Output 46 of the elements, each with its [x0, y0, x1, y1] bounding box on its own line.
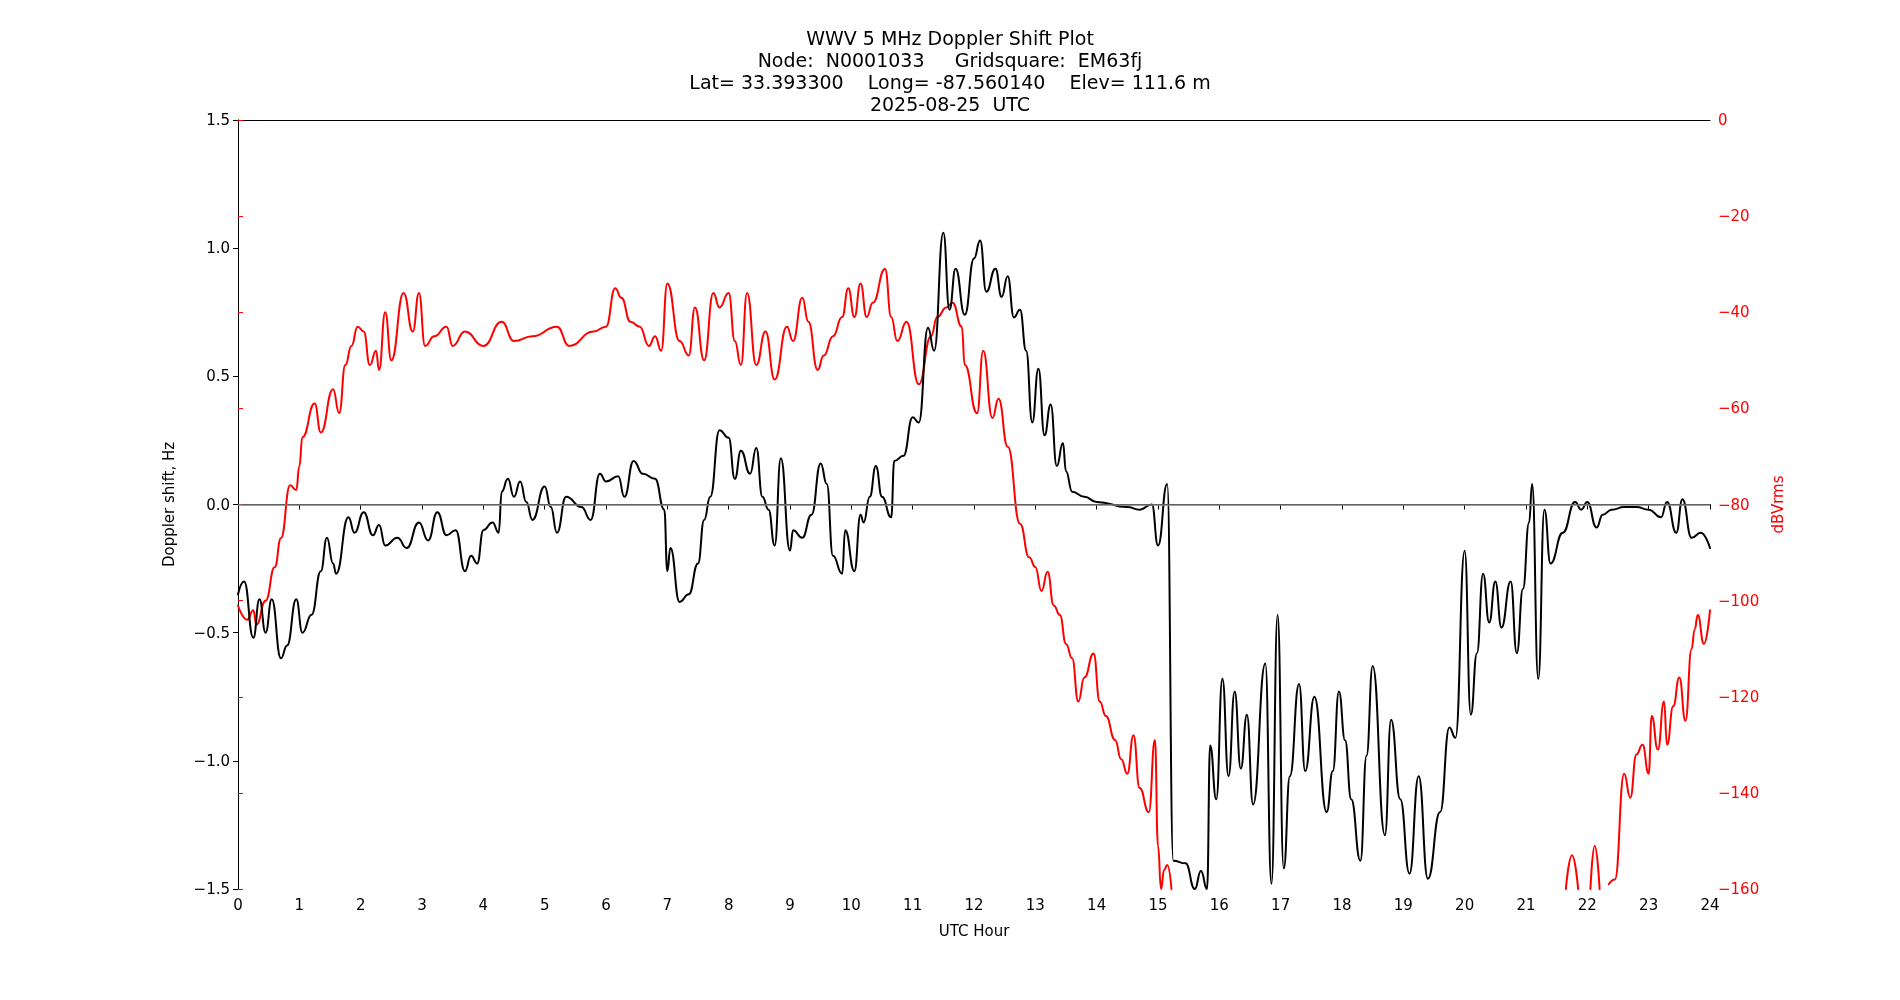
x-axis-title: UTC Hour — [938, 921, 1011, 940]
x-tick-label: 22 — [1577, 895, 1597, 914]
chart-title: WWV 5 MHz Doppler Shift Plot — [806, 27, 1094, 49]
x-tick-label: 9 — [785, 895, 795, 914]
y-tick-label: −1.0 — [193, 751, 230, 770]
y2-axis-title: dBVrms — [1768, 475, 1787, 534]
y-tick-label: 0.0 — [206, 495, 230, 514]
x-tick-label: 12 — [964, 895, 984, 914]
x-tick-label: 15 — [1148, 895, 1168, 914]
x-tick-label: 4 — [478, 895, 489, 914]
y2-tick-label: 0 — [1718, 111, 1728, 129]
x-tick-label: 24 — [1700, 895, 1720, 914]
y2-tick-label: −20 — [1718, 207, 1750, 226]
y-tick-label: −0.5 — [193, 623, 230, 642]
x-tick-label: 16 — [1209, 895, 1229, 914]
y2-tick-label: −60 — [1718, 399, 1750, 418]
x-tick-label: 21 — [1516, 895, 1536, 914]
y-tick-label: 1.5 — [206, 111, 230, 129]
y2-tick-label: −140 — [1718, 783, 1760, 802]
x-tick-label: 13 — [1025, 895, 1045, 914]
x-tick-label: 2 — [355, 895, 366, 914]
y-tick-label: −1.5 — [193, 880, 230, 898]
y2-tick-label: −40 — [1718, 303, 1750, 322]
x-tick-label: 6 — [601, 895, 611, 914]
y2-tick-label: −120 — [1718, 687, 1760, 706]
x-tick-label: 10 — [841, 895, 861, 914]
y-axis-title: Doppler shift, Hz — [159, 441, 178, 568]
x-tick-label: 3 — [417, 895, 427, 914]
y-tick-label: 1.0 — [206, 239, 230, 258]
y2-tick-label: −160 — [1718, 880, 1760, 898]
chart-subtitle: Node: N0001033 Gridsquare: EM63fj Lat= 33.393300 Long= -87.560140 Elev= 111.6 m 2025-08-25 UTC — [689, 49, 1211, 115]
x-tick-label: 0 — [233, 895, 243, 914]
y-tick-label: 0.5 — [206, 367, 230, 386]
y2-tick-label: −80 — [1718, 495, 1750, 514]
x-tick-label: 17 — [1271, 895, 1291, 914]
x-tick-label: 20 — [1455, 895, 1475, 914]
x-tick-label: 18 — [1332, 895, 1352, 914]
x-tick-label: 8 — [723, 895, 734, 914]
x-tick-label: 19 — [1393, 895, 1413, 914]
y2-tick-label: −100 — [1718, 591, 1760, 610]
x-tick-label: 5 — [539, 895, 550, 914]
x-tick-label: 1 — [294, 895, 305, 914]
x-tick-label: 11 — [903, 895, 923, 914]
x-tick-label: 7 — [662, 895, 673, 914]
x-tick-label: 23 — [1639, 895, 1659, 914]
x-tick-label: 14 — [1087, 895, 1107, 914]
